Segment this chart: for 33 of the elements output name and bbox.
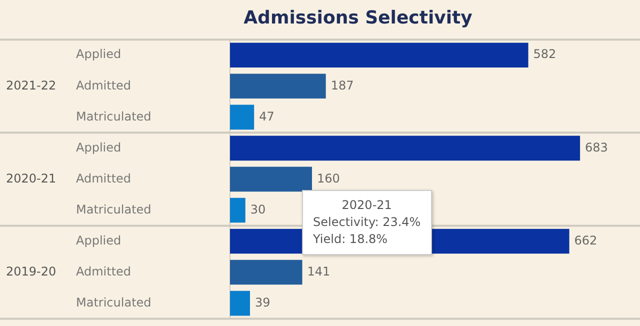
y-tick-label: Admitted [76, 264, 132, 278]
annotation: Selectivity: 23.4% [313, 214, 421, 231]
data-label: 662 [574, 233, 598, 248]
data-label: 30 [250, 202, 266, 216]
data-label: 683 [585, 140, 608, 154]
bar [230, 260, 302, 285]
y-tick-label: Admitted [76, 78, 132, 92]
bar [230, 136, 580, 161]
chart-title: Admissions Selectivity [244, 7, 473, 28]
bar [230, 104, 254, 130]
y-tick-label: Matriculated [76, 202, 152, 216]
data-label: 47 [259, 109, 274, 124]
y-tick-label: Applied [76, 47, 122, 62]
data-label: 582 [533, 47, 556, 62]
y-tick-label: Applied [76, 233, 122, 248]
bar [230, 166, 312, 192]
annotation: 2020-21 [340, 197, 393, 214]
y-tick-label: Admitted [76, 171, 132, 186]
text: 2020-21 [6, 171, 56, 186]
data-label: 187 [330, 78, 354, 92]
bar [230, 74, 326, 99]
data-label: 141 [307, 264, 330, 278]
text: 2021-22 [6, 78, 56, 92]
bar [230, 198, 246, 223]
y-tick-label: Applied [76, 140, 122, 154]
data-label: 39 [254, 295, 270, 310]
text: 2019-20 [6, 264, 56, 278]
bar [230, 290, 250, 316]
annotation: Yield: 18.8% [313, 231, 389, 248]
y-tick-label: Matriculated [76, 295, 152, 310]
bar [230, 42, 528, 68]
y-tick-label: Matriculated [76, 109, 152, 124]
data-label: 160 [317, 171, 340, 186]
